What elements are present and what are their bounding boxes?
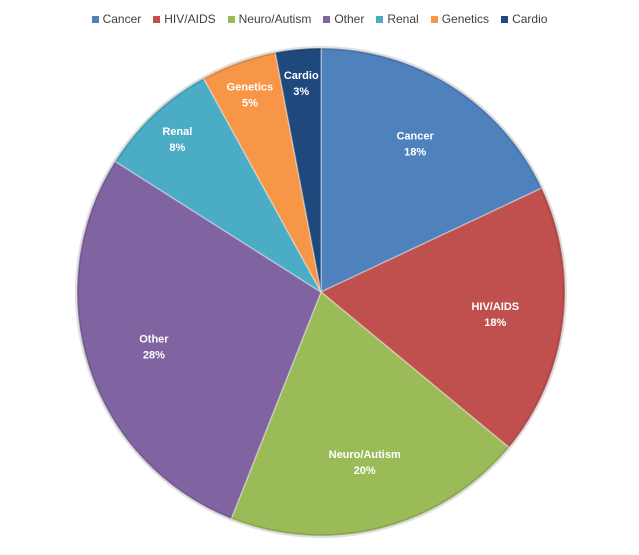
slice-value-genetics: 5% (242, 98, 258, 110)
pie-slice-edge-hiv-aids (507, 187, 567, 449)
slice-label-neuro-autism: Neuro/Autism (329, 449, 401, 461)
pie-slice-edge-cardio (274, 46, 322, 55)
slice-label-cardio: Cardio (284, 70, 319, 82)
legend-item-genetics: Genetics (430, 12, 490, 26)
legend-label-genetics: Genetics (441, 12, 490, 26)
pie-slice-cardio (274, 47, 322, 293)
slice-value-cancer: 18% (404, 147, 426, 159)
slice-value-neuro-autism: 20% (354, 465, 376, 477)
legend-label-cardio: Cardio (512, 12, 548, 26)
legend-label-neuro-autism: Neuro/Autism (238, 12, 312, 26)
legend-swatch-cancer (91, 15, 99, 23)
slice-label-genetics: Genetics (227, 82, 273, 94)
pie-slice-hiv-aids (319, 187, 566, 449)
slice-label-hiv-aids: HIV/AIDS (471, 301, 519, 313)
legend-label-renal: Renal (387, 12, 419, 26)
slice-value-cardio: 3% (293, 86, 309, 98)
slice-label-other: Other (139, 333, 169, 345)
pie-slice-cancer (320, 47, 543, 294)
legend-item-neuro-autism: Neuro/Autism (227, 12, 312, 26)
chart-legend: Cancer HIV/AIDS Neuro/Autism Other Renal Gene… (0, 12, 639, 26)
legend-label-other: Other (334, 12, 365, 26)
pie-slice-neuro-autism (230, 290, 511, 537)
legend-label-cancer: Cancer (102, 12, 142, 26)
legend-label-hiv-aids: HIV/AIDS (164, 12, 216, 26)
slice-value-renal: 8% (169, 142, 185, 154)
slice-value-other: 28% (143, 349, 165, 361)
legend-swatch-genetics (430, 15, 438, 23)
legend-item-cancer: Cancer (91, 12, 142, 26)
pie-slice-renal (113, 77, 322, 293)
slice-label-renal: Renal (162, 126, 192, 138)
pie-slice-edge-renal (113, 76, 205, 163)
legend-swatch-other (323, 15, 331, 23)
legend-swatch-cardio (501, 15, 509, 23)
pie-slice-edge-neuro-autism (230, 446, 511, 538)
legend-item-renal: Renal (376, 12, 419, 26)
legend-swatch-hiv-aids (153, 15, 161, 23)
legend-item-other: Other (323, 12, 364, 26)
slice-value-hiv-aids: 18% (484, 317, 506, 329)
legend-item-hiv-aids: HIV/AIDS (153, 12, 216, 26)
pie-slice-other (76, 160, 322, 520)
pie-slice-edge-other (75, 160, 232, 521)
slice-label-cancer: Cancer (396, 131, 434, 143)
legend-item-cardio: Cardio (501, 12, 547, 26)
legend-swatch-renal (376, 15, 384, 23)
pie-slice-edge-cancer (320, 46, 544, 189)
pie-slice-edge-genetics (202, 50, 276, 80)
legend-swatch-neuro-autism (227, 15, 235, 23)
pie-slice-genetics (202, 51, 322, 293)
